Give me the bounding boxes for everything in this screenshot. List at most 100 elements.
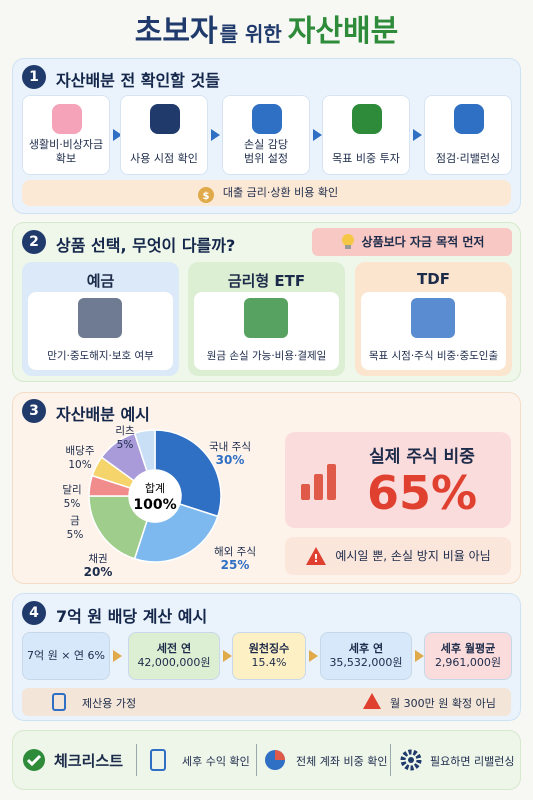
flow-text: 세전 연: [156, 642, 192, 655]
note-bar: $ 대출 금리·상환 비용 확인: [22, 180, 511, 206]
arrow: [309, 650, 318, 662]
bar-icon: [301, 464, 336, 500]
section-number: 3: [22, 399, 46, 423]
product-card: TDF 목표 시점·주식 비중·중도인출: [355, 262, 512, 376]
section-title: 자산배분 전 확인할 것들: [56, 71, 220, 90]
product-card: 금리형 ETF 원금 손실 가능·비용·결제일: [188, 262, 345, 376]
gear-icon: [400, 749, 422, 771]
flow-text: 35,532,000원: [329, 656, 403, 669]
segment-value: 5%: [64, 498, 81, 510]
step-box: 사용 시점 확인: [120, 95, 208, 175]
page-title: 초보자 를 위한 자산배분: [40, 6, 493, 50]
divider: [256, 744, 257, 776]
flow-text: 세후 연: [348, 642, 384, 655]
segment-label: 달리: [62, 484, 81, 496]
flow-text: 42,000,000원: [137, 656, 211, 669]
flow-box: 세전 연 42,000,000원: [128, 632, 220, 680]
section-title: 자산배분 예시: [56, 405, 150, 424]
flow-box: 세후 연 35,532,000원: [320, 632, 412, 680]
checklist-item: 세후 수익 확인: [182, 755, 250, 768]
card-desc: 원금 손실 가능·비용·결제일: [206, 350, 327, 362]
title-part: 를 위한: [219, 22, 282, 46]
center-value: 100%: [133, 497, 176, 513]
card-desc: 만기·중도해지·보호 여부: [47, 350, 154, 362]
card-desc: 목표 시점·주식 비중·중도인출: [368, 350, 499, 362]
badge: 상품보다 자금 목적 먼저: [312, 228, 512, 256]
segment-value: 25%: [221, 558, 250, 572]
warning-icon: [363, 693, 381, 709]
arrow: [415, 650, 424, 662]
checklist-item: 전체 계좌 비중 확인: [296, 755, 388, 768]
step-icon: [150, 104, 180, 134]
step-text: 점검·리밸런싱: [435, 152, 501, 165]
section-title: 7억 원 배당 계산 예시: [56, 607, 208, 626]
arrow: [113, 650, 122, 662]
step-icon: [52, 104, 82, 134]
segment-label: 금: [70, 515, 80, 527]
notes-bar: 제산용 가정 월 300만 원 확정 아님: [22, 688, 511, 716]
card-title: 금리형 ETF: [227, 272, 306, 290]
arrow: [223, 650, 232, 662]
svg-text:$: $: [202, 191, 209, 202]
arrow: [113, 129, 122, 141]
card-icon: [411, 298, 455, 338]
step-text: 확보: [55, 152, 77, 165]
flow-box: 원천징수 15.4%: [232, 632, 306, 680]
step-box: 생활비·비상자금 확보: [22, 95, 110, 175]
card-body: 목표 시점·주식 비중·중도인출: [361, 292, 506, 370]
flow-text: 15.4%: [251, 656, 287, 669]
segment-label: 국내 주식: [209, 441, 251, 453]
step-text: 목표 비중 투자: [332, 152, 400, 165]
segment-value: 5%: [117, 439, 134, 451]
title-part: 자산배분: [287, 14, 399, 49]
stock-ratio-card: 실제 주식 비중 65%: [285, 432, 511, 528]
note-text: 월 300만 원 확정 아님: [390, 697, 496, 710]
flow-box: 세후 월평균 2,961,000원: [424, 632, 512, 680]
svg-text:!: !: [314, 552, 319, 565]
stock-ratio-label: 실제 주식 비중: [369, 447, 475, 467]
title-part: 초보자: [134, 14, 218, 49]
segment-value: 30%: [216, 453, 245, 467]
step-icon: [352, 104, 382, 134]
flow-text: 7억 원 × 연 6%: [26, 649, 105, 662]
step-box: 점검·리밸런싱: [424, 95, 512, 175]
flow-text: 세후 월평균: [440, 642, 496, 655]
center-label: 합계: [145, 482, 165, 495]
card-title: TDF: [417, 270, 450, 288]
bulb-icon: [341, 234, 354, 249]
segment-label: 리츠: [115, 425, 135, 437]
money-bag-icon: $: [197, 187, 214, 203]
step-text: 손실 감당: [244, 138, 288, 151]
card-title: 예금: [86, 272, 115, 290]
segment-value: 5%: [67, 529, 84, 541]
step-text: 사용 시점 확인: [130, 152, 198, 165]
stock-ratio-value: 65%: [366, 466, 478, 520]
step-icon: [454, 104, 484, 134]
card-body: 만기·중도해지·보호 여부: [28, 292, 173, 370]
segment-value: 10%: [68, 459, 91, 471]
flow-box: 7억 원 × 연 6%: [22, 632, 110, 680]
segment-value: 20%: [84, 565, 113, 579]
doc-icon: [150, 749, 166, 771]
arrow: [413, 129, 422, 141]
divider: [136, 744, 137, 776]
section-number: 1: [22, 65, 46, 89]
warning-text: 예시일 뿐, 손실 방지 비율 아님: [335, 549, 491, 563]
doc-icon: [52, 693, 66, 711]
section-number: 4: [22, 601, 46, 625]
arrow: [211, 129, 220, 141]
arrow: [313, 129, 322, 141]
donut-hole: [129, 470, 181, 522]
segment-label: 배당주: [66, 445, 95, 457]
warning-icon: !: [306, 547, 327, 565]
checklist-title: 체크리스트: [54, 752, 124, 770]
check-icon: [23, 749, 45, 771]
divider: [390, 744, 391, 776]
card-icon: [78, 298, 122, 338]
flow-text: 원천징수: [248, 642, 290, 655]
section-number: 2: [22, 230, 46, 254]
segment-label: 해외 주식: [214, 545, 256, 558]
